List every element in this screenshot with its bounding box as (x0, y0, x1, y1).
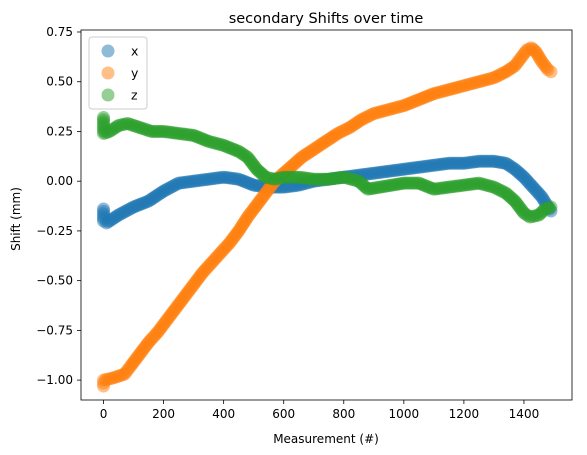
legend-label-z: z (131, 88, 138, 103)
point-y (544, 65, 558, 79)
y-tick-label: −0.75 (36, 323, 73, 337)
y-tick-label: 0.00 (46, 174, 73, 188)
x-tick-label: 1200 (449, 407, 480, 421)
series-y (97, 41, 558, 393)
y-axis: −1.00 −0.75 −0.50 −0.25 0.00 0.25 0.50 0.75 (36, 25, 81, 387)
legend: xyz (88, 36, 148, 110)
legend-label-y: y (131, 66, 139, 81)
x-tick-label: 800 (332, 407, 355, 421)
series-z (97, 111, 558, 224)
x-tick-label: 600 (272, 407, 295, 421)
legend-marker-y (101, 66, 115, 80)
x-tick-label: 200 (152, 407, 175, 421)
plot-area (97, 41, 558, 393)
y-tick-label: −0.50 (36, 274, 73, 288)
chart-title: secondary Shifts over time (229, 11, 424, 27)
x-axis: 0 200 400 600 800 1000 1200 1400 (100, 400, 540, 421)
x-axis-label: Measurement (#) (273, 432, 379, 446)
x-tick-label: 1000 (389, 407, 420, 421)
x-tick-label: 400 (212, 407, 235, 421)
y-tick-label: 0.75 (46, 25, 73, 39)
legend-label-x: x (131, 44, 138, 59)
legend-marker-x (101, 44, 115, 58)
y-tick-label: −1.00 (36, 373, 73, 387)
y-axis-label: Shift (mm) (9, 187, 23, 251)
y-tick-label: −0.25 (36, 224, 73, 238)
y-tick-label: 0.25 (46, 124, 73, 138)
y-tick-label: 0.50 (46, 75, 73, 89)
x-tick-label: 0 (100, 407, 108, 421)
plot-frame (80, 29, 573, 401)
point-z (544, 200, 558, 214)
x-tick-label: 1400 (509, 407, 540, 421)
legend-marker-z (101, 88, 115, 102)
